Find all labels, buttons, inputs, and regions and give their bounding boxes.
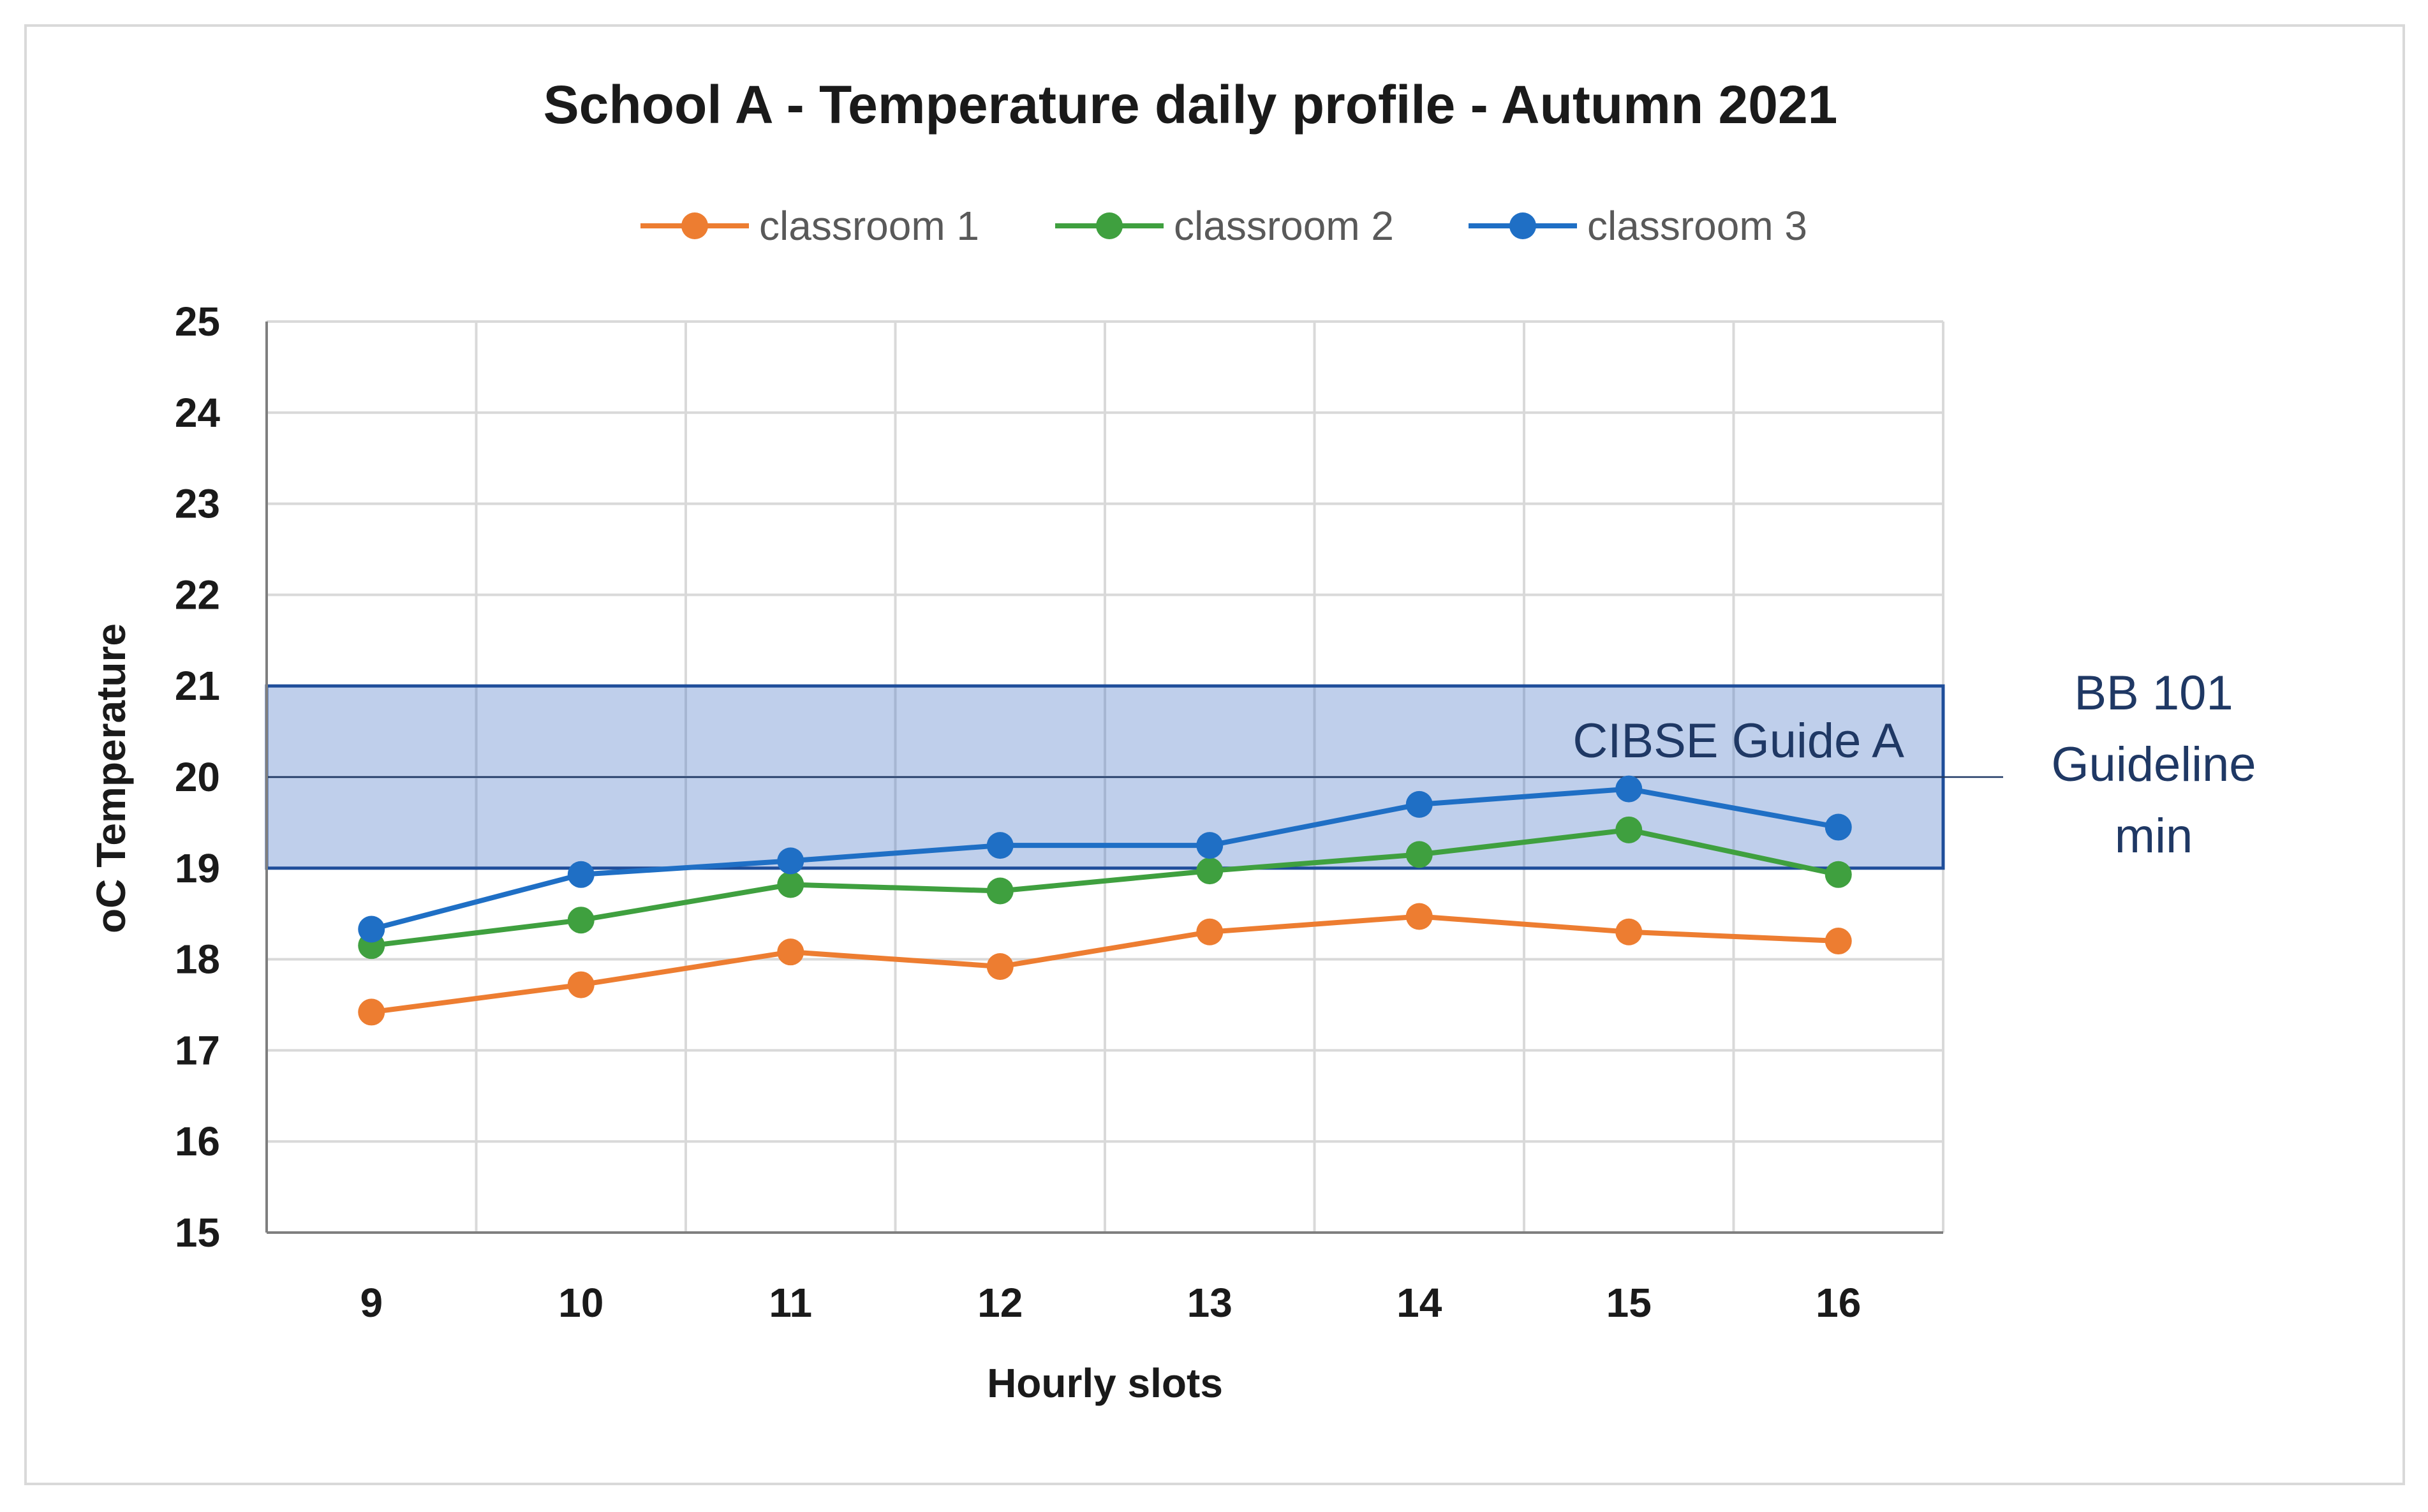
y-tick-label: 19 (175, 845, 220, 891)
y-tick-label: 25 (175, 299, 220, 345)
data-point (1615, 918, 1643, 945)
chart-frame (24, 24, 2405, 1485)
legend: classroom 1 classroom 2 classroom 3 (640, 203, 1807, 249)
legend-item-3: classroom 3 (1469, 203, 1807, 249)
data-point (1196, 918, 1224, 945)
data-point (777, 871, 804, 898)
x-tick-label: 13 (1187, 1280, 1233, 1326)
legend-swatch-marker (1096, 212, 1123, 239)
y-tick-label: 16 (175, 1118, 220, 1164)
series-line-1 (369, 914, 1841, 1015)
x-tick-label: 9 (360, 1280, 383, 1326)
legend-label: classroom 3 (1587, 203, 1807, 249)
data-point (1405, 841, 1433, 868)
y-tick-label: 18 (175, 937, 220, 982)
y-tick-label: 21 (175, 663, 220, 709)
x-tick-label: 16 (1816, 1280, 1861, 1326)
data-point (567, 907, 595, 934)
legend-item-2: classroom 2 (1055, 203, 1394, 249)
data-point (1615, 816, 1643, 843)
data-point (777, 938, 804, 966)
data-point (986, 877, 1014, 905)
data-point (1825, 928, 1852, 955)
legend-label: classroom 2 (1174, 203, 1394, 249)
x-tick-label: 15 (1606, 1280, 1652, 1326)
x-axis-label: Hourly slots (987, 1360, 1223, 1406)
data-point (986, 832, 1014, 859)
data-point (567, 971, 595, 998)
data-point (1405, 903, 1433, 930)
x-tick-label: 12 (977, 1280, 1023, 1326)
y-tick-label: 20 (175, 754, 220, 800)
data-point (1825, 813, 1852, 841)
guideline-label-line: Guideline (2051, 737, 2256, 792)
legend-swatch-marker (681, 212, 708, 239)
data-point (1825, 861, 1852, 888)
tick-labels: 15 16 17 18 19 20 21 22 23 24 25 9 10 11 12 13 14 15 16 (175, 299, 1862, 1326)
guideline-label-line: BB 101 (2074, 666, 2233, 720)
data-point (1196, 857, 1224, 885)
series-layer (358, 775, 1852, 1026)
data-point (567, 861, 595, 888)
data-point (777, 847, 804, 875)
y-axis-label: oC Temperature (88, 623, 134, 933)
series-line-2 (369, 827, 1841, 949)
y-tick-label: 17 (175, 1027, 220, 1073)
legend-label: classroom 1 (759, 203, 979, 249)
cibse-band-label: CIBSE Guide A (1573, 714, 1904, 768)
data-point (358, 998, 385, 1026)
data-point (986, 953, 1014, 981)
data-point (1196, 832, 1224, 859)
axes (265, 322, 1943, 1234)
x-tick-label: 14 (1396, 1280, 1442, 1326)
y-tick-label: 24 (175, 390, 221, 436)
data-point (1615, 775, 1643, 803)
y-tick-label: 23 (175, 481, 220, 527)
x-tick-label: 11 (769, 1280, 812, 1326)
chart-title: School A - Temperature daily profile - A… (544, 75, 1838, 135)
guideline-label-line: min (2115, 809, 2193, 863)
data-point (1405, 790, 1433, 818)
data-point (358, 915, 385, 943)
series-line-3 (369, 786, 1841, 932)
legend-item-1: classroom 1 (640, 203, 979, 249)
y-tick-label: 22 (175, 572, 220, 618)
x-tick-label: 10 (558, 1280, 603, 1326)
guideline-label: BB 101 Guideline min (2051, 666, 2256, 863)
legend-swatch-marker (1509, 212, 1536, 239)
y-tick-label: 15 (175, 1210, 220, 1256)
